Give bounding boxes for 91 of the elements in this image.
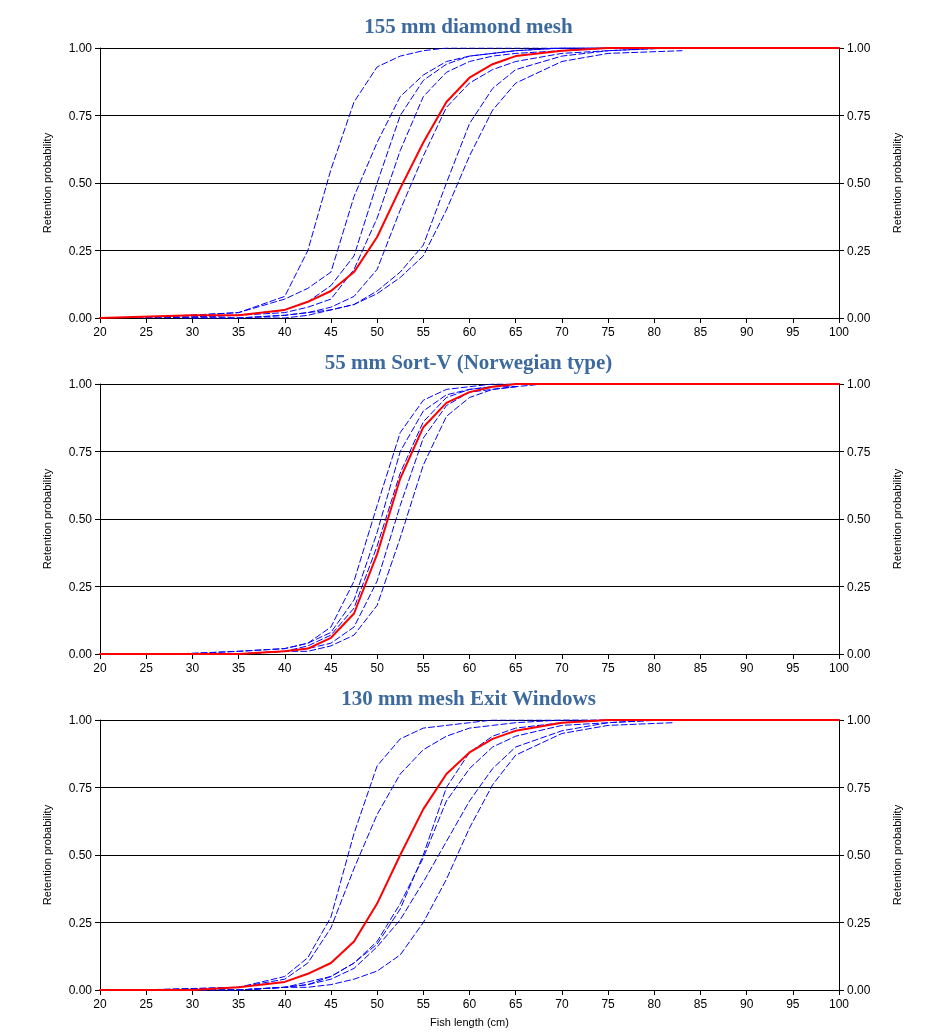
x-tick-label: 65 [509,661,523,675]
y-tick-label: 0.00 [68,647,93,661]
x-tick-label: 85 [693,325,708,339]
y-tick-label: 1.00 [68,377,93,391]
x-tick-label: 100 [828,997,850,1011]
x-tick-label: 55 [416,997,431,1011]
y2-tick-label: 0.50 [847,848,871,862]
y2-tick-label: 1.00 [847,377,871,391]
x-tick-label: 65 [509,997,523,1011]
x-tick-label: 70 [555,325,569,339]
y-axis-title: Retention probability [40,468,53,570]
y-tick-label: 0.50 [68,848,93,862]
x-tick-label: 90 [739,325,754,339]
x-tick-label: 60 [462,325,477,339]
x-tick-label: 40 [278,997,292,1011]
y2-tick-label: 0.25 [847,243,871,258]
x-tick-label: 95 [786,325,800,339]
x-tick-label: 20 [93,661,107,675]
y-tick-label: 1.00 [68,713,93,727]
x-tick-label: 50 [370,661,385,675]
x-tick-label: 50 [370,325,385,339]
x-tick-label: 25 [139,325,154,339]
x-tick-label: 35 [231,661,246,675]
x-tick-label: 70 [555,661,569,675]
x-tick-label: 75 [601,997,616,1011]
y-tick-label: 0.50 [68,176,93,190]
x-tick-label: 65 [509,325,523,339]
x-tick-label: 80 [647,997,662,1011]
x-tick-label: 30 [185,661,200,675]
x-tick-label: 45 [324,661,338,675]
y2-tick-label: 0.25 [847,579,871,594]
x-tick-label: 30 [185,325,200,339]
x-tick-label: 75 [601,325,616,339]
x-tick-label: 40 [278,325,292,339]
x-tick-label: 60 [462,997,477,1011]
x-tick-label: 70 [555,997,569,1011]
x-tick-label: 95 [786,997,800,1011]
y2-tick-label: 0.75 [847,444,871,459]
x-tick-label: 60 [462,661,477,675]
x-tick-label: 40 [278,661,292,675]
y2-axis-title: Retention probability [890,132,903,234]
y2-tick-label: 1.00 [847,41,871,55]
x-axis-title: Fish length (cm) [430,1015,509,1028]
y2-tick-label: 0.00 [847,647,871,661]
y-tick-label: 0.00 [68,983,93,997]
x-tick-label: 100 [828,661,850,675]
y2-tick-label: 0.50 [847,512,871,526]
x-tick-label: 35 [231,325,246,339]
y-tick-label: 0.25 [68,579,93,594]
y-tick-label: 1.00 [68,41,93,55]
x-tick-label: 85 [693,997,708,1011]
y2-tick-label: 1.00 [847,713,871,727]
chart-title: 155 mm diamond mesh [364,13,573,38]
y-tick-label: 0.25 [68,243,93,258]
x-tick-label: 85 [693,661,708,675]
chart-title: 130 mm mesh Exit Windows [341,685,596,710]
x-tick-label: 80 [647,661,662,675]
y-axis-title: Retention probability [40,132,53,234]
x-tick-label: 55 [416,325,431,339]
x-tick-label: 45 [324,997,338,1011]
y2-tick-label: 0.50 [847,176,871,190]
x-tick-label: 90 [739,997,754,1011]
y-tick-label: 0.00 [68,311,93,325]
y-axis-title: Retention probability [40,804,53,906]
y-tick-label: 0.50 [68,512,93,526]
x-tick-label: 20 [93,997,107,1011]
y2-tick-label: 0.75 [847,108,871,123]
x-tick-label: 25 [139,997,154,1011]
x-tick-label: 45 [324,325,338,339]
y2-axis-title: Retention probability [890,804,903,906]
y-tick-label: 0.75 [68,780,93,795]
x-tick-label: 90 [739,661,754,675]
x-tick-label: 50 [370,997,385,1011]
x-tick-label: 80 [647,325,662,339]
y-tick-label: 0.75 [68,444,93,459]
y2-tick-label: 0.25 [847,915,871,930]
x-tick-label: 30 [185,997,200,1011]
x-tick-label: 25 [139,661,154,675]
y-tick-label: 0.25 [68,915,93,930]
y2-tick-label: 0.00 [847,983,871,997]
y2-tick-label: 0.75 [847,780,871,795]
x-tick-label: 55 [416,661,431,675]
x-tick-label: 95 [786,661,800,675]
x-tick-label: 100 [828,325,850,339]
x-tick-label: 20 [93,325,107,339]
x-tick-label: 75 [601,661,616,675]
y2-tick-label: 0.00 [847,311,871,325]
chart-title: 55 mm Sort-V (Norwegian type) [324,349,613,374]
x-tick-label: 35 [231,997,246,1011]
y-tick-label: 0.75 [68,108,93,123]
y2-axis-title: Retention probability [890,468,903,570]
